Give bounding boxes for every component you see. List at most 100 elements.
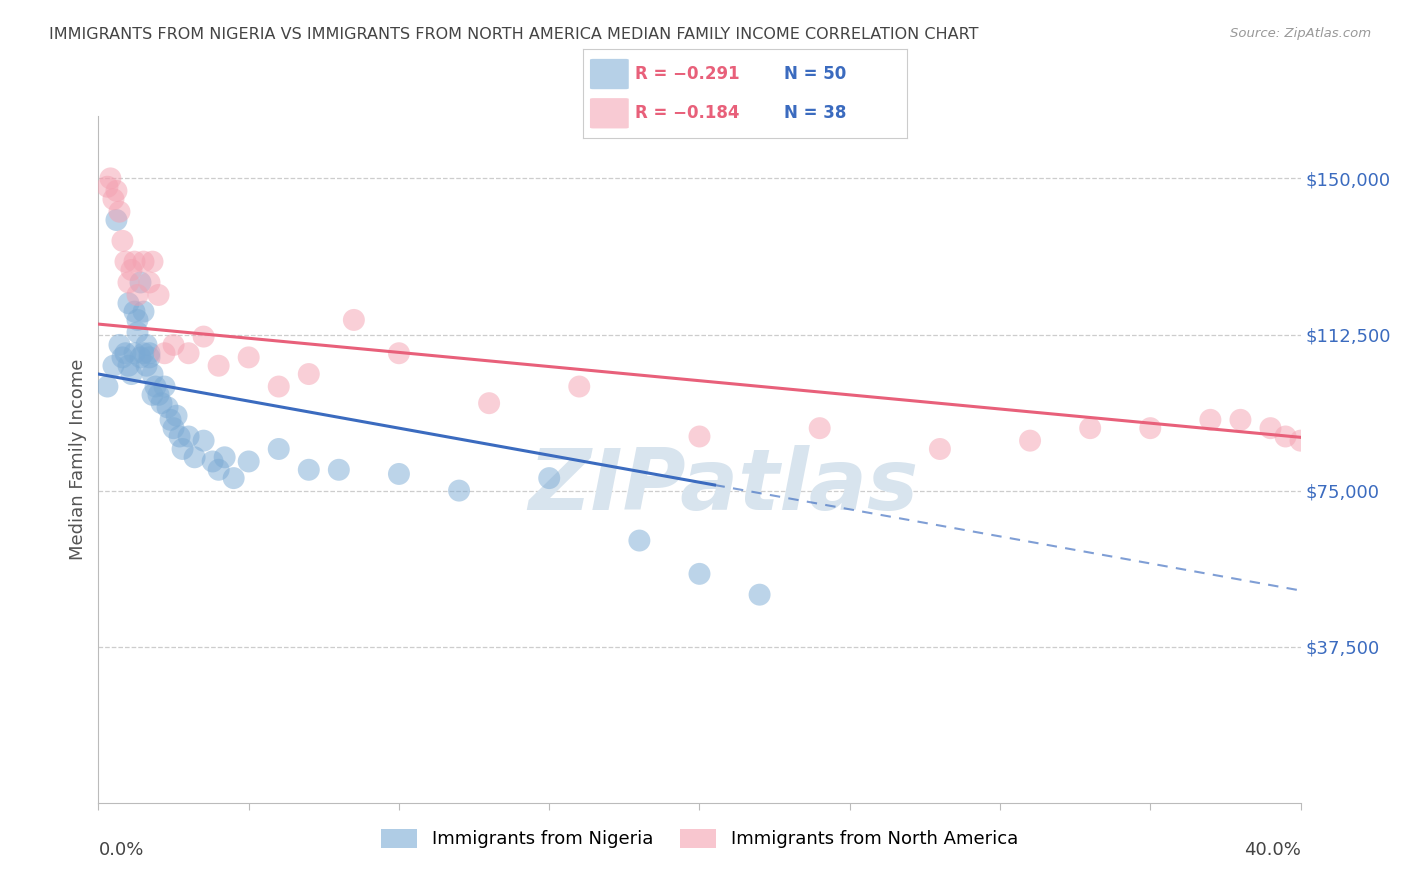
Point bbox=[388, 346, 411, 360]
Point bbox=[208, 359, 231, 373]
Point bbox=[117, 276, 139, 290]
Point bbox=[138, 276, 160, 290]
Point bbox=[298, 367, 321, 381]
Point bbox=[177, 429, 200, 443]
Point bbox=[201, 454, 224, 468]
Point bbox=[238, 351, 260, 365]
Text: N = 38: N = 38 bbox=[785, 104, 846, 122]
Point bbox=[688, 429, 710, 443]
Point bbox=[1078, 421, 1101, 435]
Point bbox=[114, 346, 136, 360]
Point bbox=[124, 304, 146, 318]
Point bbox=[1139, 421, 1161, 435]
Point bbox=[117, 359, 139, 373]
Point bbox=[166, 409, 188, 423]
Text: R = −0.291: R = −0.291 bbox=[636, 65, 740, 83]
Text: 0.0%: 0.0% bbox=[98, 840, 143, 859]
Point bbox=[172, 442, 194, 456]
Point bbox=[141, 367, 163, 381]
Point bbox=[135, 338, 157, 352]
Point bbox=[105, 213, 128, 227]
Point bbox=[124, 254, 146, 268]
Point bbox=[138, 346, 160, 360]
Point bbox=[129, 351, 152, 365]
Point bbox=[929, 442, 952, 456]
Point bbox=[127, 288, 149, 302]
Point bbox=[688, 566, 710, 581]
Text: IMMIGRANTS FROM NIGERIA VS IMMIGRANTS FROM NORTH AMERICA MEDIAN FAMILY INCOME CO: IMMIGRANTS FROM NIGERIA VS IMMIGRANTS FR… bbox=[49, 27, 979, 42]
Point bbox=[148, 388, 170, 402]
Point bbox=[127, 326, 149, 340]
Point bbox=[114, 254, 136, 268]
Point bbox=[135, 359, 157, 373]
Point bbox=[117, 296, 139, 310]
Point bbox=[129, 276, 152, 290]
Point bbox=[121, 263, 143, 277]
Point bbox=[150, 396, 173, 410]
Point bbox=[156, 401, 179, 415]
Point bbox=[96, 379, 118, 393]
Point bbox=[141, 254, 163, 268]
Point bbox=[447, 483, 470, 498]
Legend: Immigrants from Nigeria, Immigrants from North America: Immigrants from Nigeria, Immigrants from… bbox=[374, 822, 1025, 855]
Point bbox=[208, 463, 231, 477]
Text: N = 50: N = 50 bbox=[785, 65, 846, 83]
Point bbox=[267, 379, 290, 393]
Point bbox=[100, 171, 122, 186]
Point bbox=[193, 329, 215, 343]
Point bbox=[267, 442, 290, 456]
Point bbox=[1260, 421, 1282, 435]
Point bbox=[1229, 413, 1251, 427]
Point bbox=[96, 179, 118, 194]
Point bbox=[132, 304, 155, 318]
Point bbox=[105, 184, 128, 198]
Point bbox=[132, 346, 155, 360]
Point bbox=[298, 463, 321, 477]
Point bbox=[568, 379, 591, 393]
Point bbox=[1289, 434, 1312, 448]
Point bbox=[214, 450, 236, 465]
Point bbox=[103, 359, 125, 373]
Point bbox=[148, 288, 170, 302]
Point bbox=[177, 346, 200, 360]
Point bbox=[478, 396, 501, 410]
Point bbox=[111, 351, 134, 365]
Point bbox=[183, 450, 205, 465]
Text: Source: ZipAtlas.com: Source: ZipAtlas.com bbox=[1230, 27, 1371, 40]
Point bbox=[124, 346, 146, 360]
Point bbox=[153, 379, 176, 393]
Point bbox=[108, 338, 131, 352]
Point bbox=[808, 421, 831, 435]
Point bbox=[145, 379, 167, 393]
Point bbox=[153, 346, 176, 360]
Point bbox=[121, 367, 143, 381]
Text: 40.0%: 40.0% bbox=[1244, 840, 1301, 859]
FancyBboxPatch shape bbox=[591, 98, 628, 128]
Point bbox=[159, 413, 181, 427]
Point bbox=[1274, 429, 1296, 443]
Point bbox=[222, 471, 245, 485]
Point bbox=[748, 588, 770, 602]
Point bbox=[127, 313, 149, 327]
Point bbox=[132, 254, 155, 268]
Point bbox=[162, 421, 184, 435]
Point bbox=[1199, 413, 1222, 427]
Point bbox=[238, 454, 260, 468]
Point bbox=[1019, 434, 1042, 448]
Text: R = −0.184: R = −0.184 bbox=[636, 104, 740, 122]
Point bbox=[328, 463, 350, 477]
Point bbox=[193, 434, 215, 448]
Point bbox=[628, 533, 651, 548]
Point bbox=[108, 204, 131, 219]
Point bbox=[169, 429, 191, 443]
Text: ZIPatlas: ZIPatlas bbox=[529, 445, 918, 528]
Y-axis label: Median Family Income: Median Family Income bbox=[69, 359, 87, 560]
Point bbox=[388, 467, 411, 481]
Point bbox=[103, 192, 125, 206]
Point bbox=[111, 234, 134, 248]
Point bbox=[138, 351, 160, 365]
Point bbox=[538, 471, 561, 485]
Point bbox=[141, 388, 163, 402]
FancyBboxPatch shape bbox=[591, 59, 628, 89]
Point bbox=[162, 338, 184, 352]
